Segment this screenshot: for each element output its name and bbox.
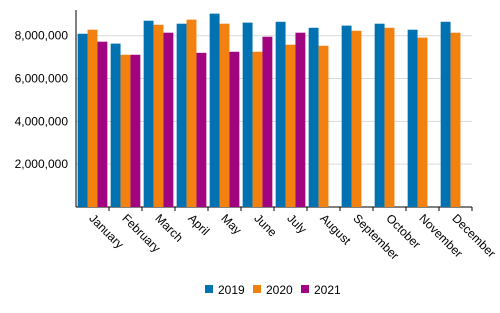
bar <box>318 45 329 207</box>
bar <box>440 21 451 207</box>
bar <box>97 41 108 208</box>
bar <box>308 27 319 207</box>
bar <box>417 37 428 207</box>
bar <box>351 30 362 207</box>
bar <box>209 13 220 208</box>
bar <box>196 52 207 208</box>
y-tick-label: 6,000,000 <box>15 72 69 86</box>
bar <box>219 23 230 208</box>
legend-swatch <box>253 285 261 293</box>
y-tick-label: 4,000,000 <box>15 114 69 128</box>
legend-label: 2021 <box>314 283 341 297</box>
bar <box>262 36 273 208</box>
legend-swatch <box>205 285 213 293</box>
legend-label: 2020 <box>266 283 293 297</box>
bar <box>153 24 164 208</box>
bar <box>384 27 395 207</box>
bar <box>450 32 461 207</box>
x-tick-label: January <box>86 211 126 251</box>
x-tick-label: April <box>185 211 212 238</box>
bar <box>341 25 352 208</box>
bar <box>120 54 131 207</box>
bar <box>110 43 121 208</box>
bar <box>242 22 253 207</box>
bar <box>407 29 418 208</box>
bar <box>77 33 88 207</box>
x-tick-label: July <box>284 211 309 236</box>
legend-swatch <box>301 285 309 293</box>
legend-label: 2019 <box>218 283 245 297</box>
bar <box>285 44 296 207</box>
y-tick-label: 2,000,000 <box>15 157 69 171</box>
y-tick-label: 8,000,000 <box>15 29 69 43</box>
bar <box>252 51 263 208</box>
bar <box>295 32 306 207</box>
bar <box>186 19 197 208</box>
bar <box>143 20 154 207</box>
bar <box>229 51 240 208</box>
x-tick-label: May <box>218 211 244 237</box>
bar <box>163 32 174 207</box>
x-tick-label: June <box>251 211 280 240</box>
bar <box>176 23 187 208</box>
x-tick-label: August <box>317 211 354 248</box>
bar <box>130 54 141 207</box>
bar <box>87 29 98 208</box>
bar <box>275 21 286 207</box>
bar <box>374 23 385 208</box>
